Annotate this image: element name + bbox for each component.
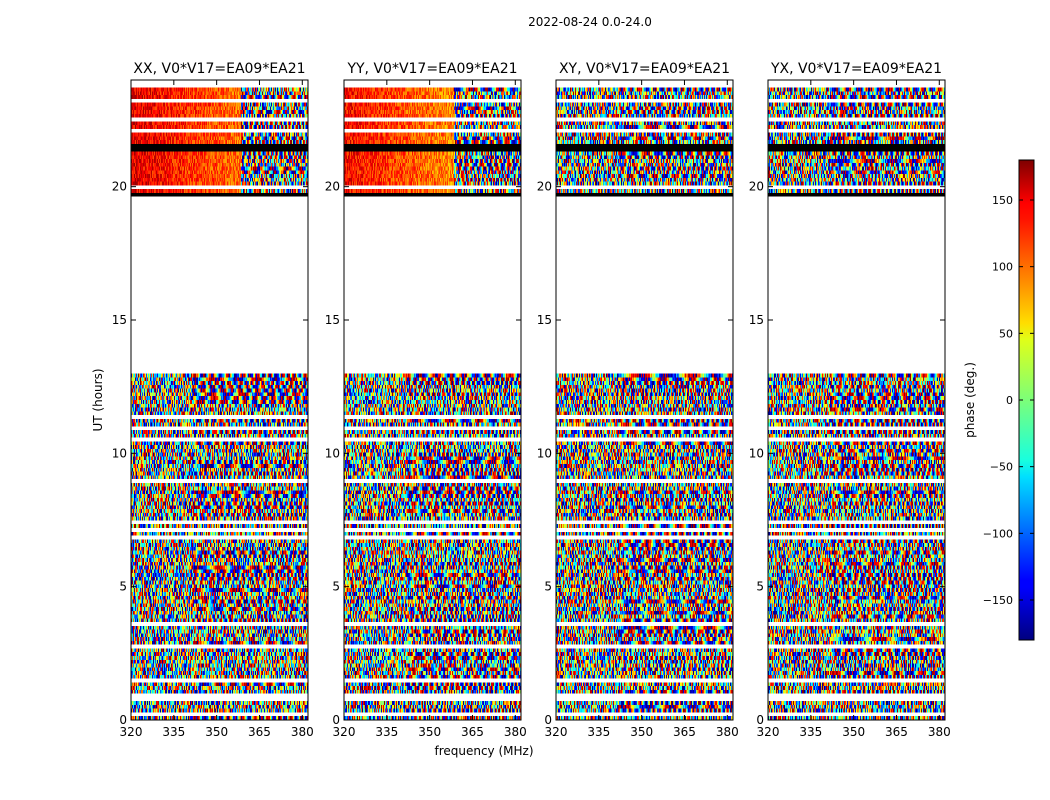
panel-title: XX, V0*V17=EA09*EA21: [133, 61, 305, 77]
y-tick-label: 10: [537, 446, 552, 460]
x-tick-label: 335: [162, 725, 185, 739]
colorbar-tick-label: 100: [992, 261, 1013, 274]
x-tick-label: 320: [757, 725, 780, 739]
panels-group: XX, V0*V17=EA09*EA21 320 335 350 365 380 0 5 10 1…: [112, 61, 951, 739]
x-tick-label: 335: [587, 725, 610, 739]
panel-yx: YX, V0*V17=EA09*EA21 320 335 350 365 380 0 5 10 1…: [749, 61, 951, 739]
y-axis-label: UT (hours): [91, 368, 105, 431]
x-tick-label: 320: [545, 725, 568, 739]
y-tick-label: 5: [332, 580, 340, 594]
x-tick-label: 380: [504, 725, 527, 739]
y-tick-label: 15: [325, 313, 340, 327]
x-tick-label: 365: [673, 725, 696, 739]
y-tick-label: 15: [112, 313, 127, 327]
x-tick-label: 350: [205, 725, 228, 739]
y-tick-label: 0: [119, 713, 127, 727]
panel-xx: XX, V0*V17=EA09*EA21 320 335 350 365 380 0 5 10 1…: [112, 61, 314, 739]
x-tick-label: 365: [248, 725, 271, 739]
colorbar-tick-label: 0: [1006, 394, 1013, 407]
x-tick-label: 320: [333, 725, 356, 739]
colorbar-tick-label: −50: [990, 461, 1013, 474]
x-tick-label: 335: [799, 725, 822, 739]
y-tick-label: 15: [537, 313, 552, 327]
y-tick-label: 10: [749, 446, 764, 460]
x-axis-label: frequency (MHz): [434, 744, 533, 758]
panel-title: YY, V0*V17=EA09*EA21: [346, 61, 517, 77]
figure-suptitle: 2022-08-24 0.0-24.0: [528, 15, 652, 29]
panel-frame: [555, 79, 734, 721]
x-tick-label: 380: [291, 725, 314, 739]
y-tick-label: 20: [749, 180, 764, 194]
y-tick-label: 10: [325, 446, 340, 460]
y-tick-label: 0: [756, 713, 764, 727]
colorbar-tick-label: 150: [992, 194, 1013, 207]
colorbar-tick-label: −100: [983, 527, 1013, 540]
panel-frame: [343, 79, 522, 721]
y-tick-label: 20: [325, 180, 340, 194]
panel-yy: YY, V0*V17=EA09*EA21 320 335 350 365 380 0 5 10 1…: [325, 61, 527, 739]
colorbar-ticks: −150 −100 −50 0 50 100 150: [983, 194, 1034, 607]
y-tick-label: 20: [112, 180, 127, 194]
y-tick-label: 10: [112, 446, 127, 460]
panel-title: XY, V0*V17=EA09*EA21: [559, 61, 730, 77]
colorbar-tick-label: 50: [999, 327, 1013, 340]
panel-title: YX, V0*V17=EA09*EA21: [770, 61, 942, 77]
y-tick-label: 5: [756, 580, 764, 594]
y-tick-label: 20: [537, 180, 552, 194]
panel-xy: XY, V0*V17=EA09*EA21 320 335 350 365 380 0 5 10 1…: [537, 61, 739, 739]
x-tick-label: 365: [885, 725, 908, 739]
y-tick-label: 5: [119, 580, 127, 594]
colorbar-label: phase (deg.): [963, 362, 977, 438]
y-tick-label: 0: [332, 713, 340, 727]
x-tick-label: 350: [630, 725, 653, 739]
x-tick-label: 380: [716, 725, 739, 739]
x-tick-label: 365: [461, 725, 484, 739]
y-tick-label: 0: [544, 713, 552, 727]
x-tick-label: 320: [120, 725, 143, 739]
panel-frame: [130, 79, 309, 721]
heatmap-xy: [556, 80, 733, 720]
x-tick-label: 350: [842, 725, 865, 739]
panel-frame: [767, 79, 946, 721]
x-tick-label: 380: [928, 725, 951, 739]
colorbar-tick-label: −150: [983, 594, 1013, 607]
colorbar: −150 −100 −50 0 50 100 150: [983, 159, 1035, 641]
x-tick-label: 335: [375, 725, 398, 739]
heatmap-yx: [768, 80, 945, 720]
x-tick-label: 350: [418, 725, 441, 739]
heatmap-xx: [131, 80, 308, 720]
heatmap-yy: [344, 80, 521, 720]
y-tick-label: 5: [544, 580, 552, 594]
y-tick-label: 15: [749, 313, 764, 327]
